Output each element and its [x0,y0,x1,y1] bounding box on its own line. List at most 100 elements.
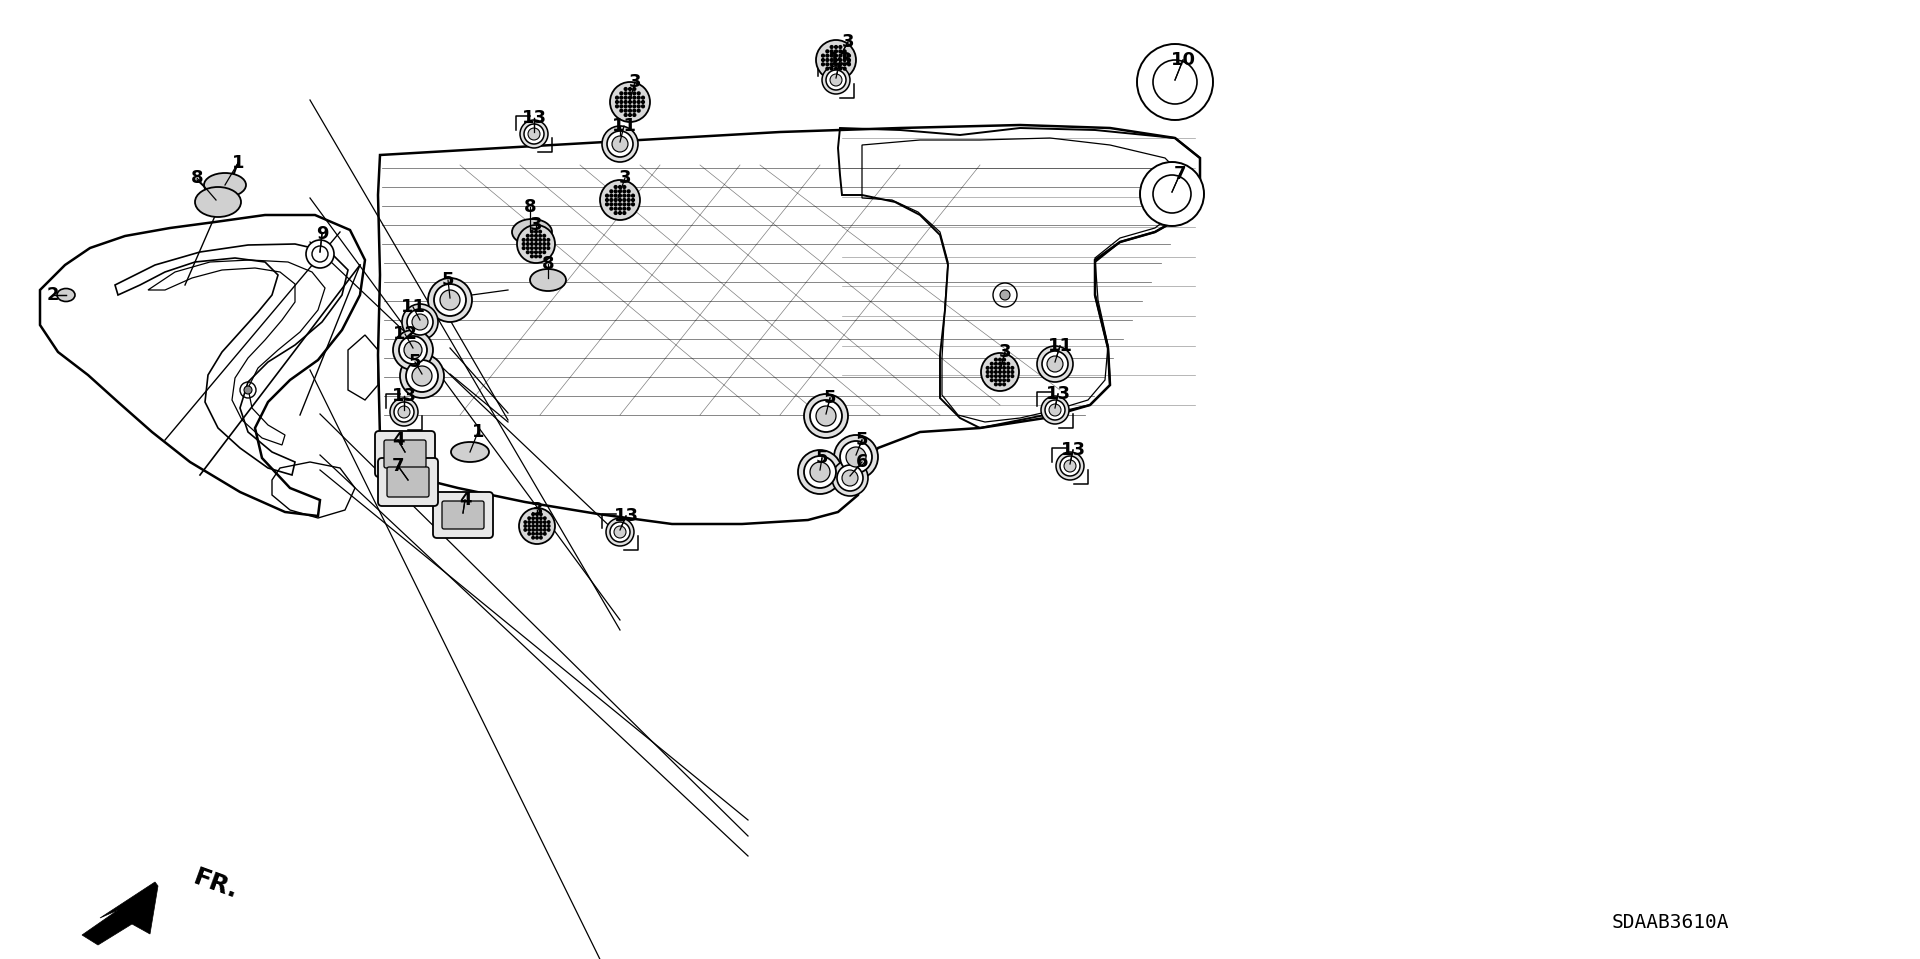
Circle shape [618,190,622,193]
Circle shape [839,63,841,66]
Circle shape [390,398,419,426]
Circle shape [641,105,645,107]
Text: 3: 3 [618,169,632,187]
FancyBboxPatch shape [384,440,426,468]
Text: 3: 3 [628,73,641,91]
Circle shape [624,101,628,104]
Circle shape [611,190,612,193]
Circle shape [641,101,645,104]
Circle shape [528,525,530,527]
Circle shape [634,109,636,112]
Circle shape [534,246,538,249]
Circle shape [628,195,630,197]
Circle shape [540,251,541,253]
Circle shape [829,58,833,61]
Circle shape [534,251,538,253]
Circle shape [998,363,1002,365]
Circle shape [998,375,1002,378]
Circle shape [804,394,849,438]
Text: 13: 13 [828,51,852,69]
Circle shape [532,536,534,539]
Circle shape [634,101,636,104]
Circle shape [816,406,835,426]
Circle shape [428,278,472,322]
Circle shape [826,70,847,90]
Circle shape [632,199,634,201]
Circle shape [843,55,847,58]
Circle shape [622,190,626,193]
Circle shape [998,383,1002,386]
Circle shape [624,96,628,99]
Circle shape [826,58,829,61]
Circle shape [1056,452,1085,480]
Circle shape [995,383,996,386]
Circle shape [624,87,628,90]
Circle shape [526,234,530,237]
Circle shape [641,96,645,99]
Circle shape [981,353,1020,391]
Circle shape [1002,383,1006,386]
Circle shape [540,532,541,535]
Text: SDAAB3610A: SDAAB3610A [1613,913,1730,931]
Circle shape [847,63,851,66]
Text: 13: 13 [522,109,547,127]
Circle shape [540,513,541,516]
Circle shape [822,55,824,58]
Circle shape [394,402,415,422]
Circle shape [614,526,626,538]
Circle shape [536,513,538,516]
Text: 11: 11 [401,298,426,316]
Circle shape [637,96,639,99]
Circle shape [628,92,632,95]
Circle shape [1012,371,1014,373]
Circle shape [991,375,993,378]
Text: 3: 3 [998,343,1012,361]
Circle shape [605,199,609,201]
Circle shape [620,105,622,107]
Circle shape [547,521,549,524]
Circle shape [543,239,545,242]
Circle shape [543,528,545,531]
Circle shape [540,536,541,539]
Ellipse shape [58,289,75,301]
Circle shape [837,465,862,491]
Circle shape [1006,379,1010,382]
Circle shape [1064,460,1075,472]
Circle shape [1002,379,1006,382]
Circle shape [995,363,996,365]
Circle shape [532,525,534,527]
Circle shape [534,230,538,233]
Circle shape [528,517,530,520]
Circle shape [520,120,547,148]
Text: 13: 13 [1046,385,1071,403]
Text: 3: 3 [530,216,541,234]
Circle shape [612,136,628,152]
Circle shape [1154,175,1190,213]
Circle shape [628,109,632,112]
Circle shape [611,207,612,210]
Circle shape [614,190,616,193]
Circle shape [618,195,622,197]
Circle shape [543,532,545,535]
Circle shape [987,366,989,369]
Circle shape [607,518,634,546]
Circle shape [536,521,538,524]
Circle shape [826,50,829,53]
Circle shape [547,239,549,242]
Circle shape [810,400,843,432]
Circle shape [305,240,334,268]
Circle shape [624,92,628,95]
Circle shape [637,92,639,95]
FancyBboxPatch shape [378,458,438,506]
Circle shape [995,371,996,373]
Circle shape [998,371,1002,373]
Circle shape [843,63,847,66]
Circle shape [530,255,534,258]
Circle shape [605,203,609,206]
Circle shape [622,186,626,188]
Text: 13: 13 [392,387,417,405]
Circle shape [618,199,622,201]
Circle shape [1002,371,1006,373]
Circle shape [526,246,530,249]
Text: FR.: FR. [190,865,242,903]
